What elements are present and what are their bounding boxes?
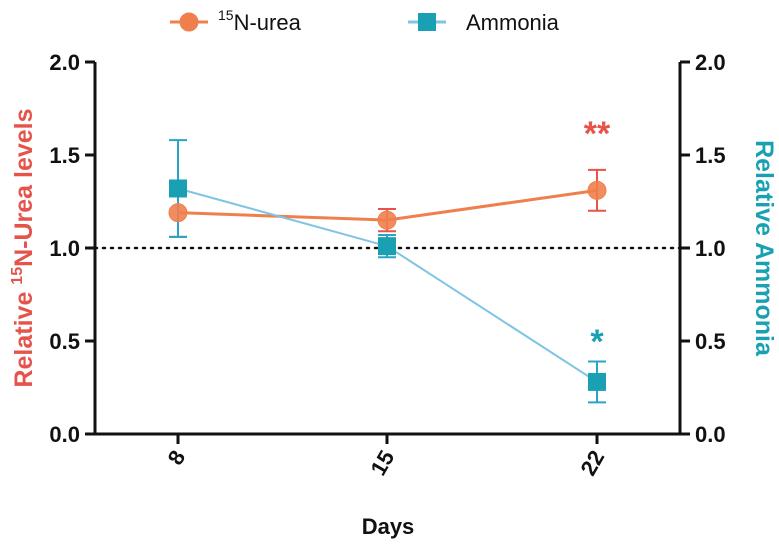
left-tick-label-0: 0.0 — [49, 422, 80, 447]
left-tick-label-3: 1.5 — [49, 143, 80, 168]
right-tick-label-4: 2.0 — [695, 50, 726, 75]
left-axis-title-post: N-Urea levels — [10, 108, 38, 266]
right-tick-label-0: 0.0 — [695, 422, 726, 447]
left-axis-title: Relative 15N-Urea levels — [9, 108, 38, 387]
point-urea-1 — [377, 210, 397, 230]
right-tick-label-1: 0.5 — [695, 329, 726, 354]
left-axis-title-pre: Relative — [10, 285, 38, 388]
x-tick-label-1: 15 — [365, 446, 399, 480]
legend-urea-label: 15N-urea — [218, 7, 302, 35]
plot-area: 0.0 0.00.5 0.51.0 1.01.5 1.52.0 2.08 15 22*** — [49, 50, 725, 480]
point-ammonia-1 — [378, 237, 396, 256]
left-axis-title-sup: 15 — [9, 267, 26, 285]
significance-marker-0: ** — [584, 115, 611, 153]
left-tick-label-4: 2.0 — [49, 50, 80, 75]
right-tick-label-2: 1.0 — [695, 236, 726, 261]
left-tick-label-1: 0.5 — [49, 329, 80, 354]
point-urea-2 — [587, 180, 607, 200]
point-ammonia-2 — [588, 372, 606, 391]
x-axis-title: Days — [362, 514, 415, 539]
right-axis-title: Relative Ammonia — [750, 140, 778, 357]
x-tick-label-2: 22 — [575, 446, 609, 480]
legend-urea-sup: 15 — [218, 7, 234, 23]
point-ammonia-0 — [169, 179, 187, 198]
right-tick-label-3: 1.5 — [695, 143, 726, 168]
legend-urea-main: N-urea — [234, 10, 302, 35]
legend-ammonia-label: Ammonia — [466, 10, 560, 35]
legend-urea-marker — [179, 12, 199, 32]
left-tick-label-2: 1.0 — [49, 236, 80, 261]
significance-marker-1: * — [590, 323, 604, 361]
legend: 15N-urea Ammonia — [170, 7, 560, 35]
point-urea-0 — [168, 203, 188, 223]
x-tick-label-0: 8 — [163, 446, 191, 469]
legend-ammonia-marker — [418, 13, 436, 31]
